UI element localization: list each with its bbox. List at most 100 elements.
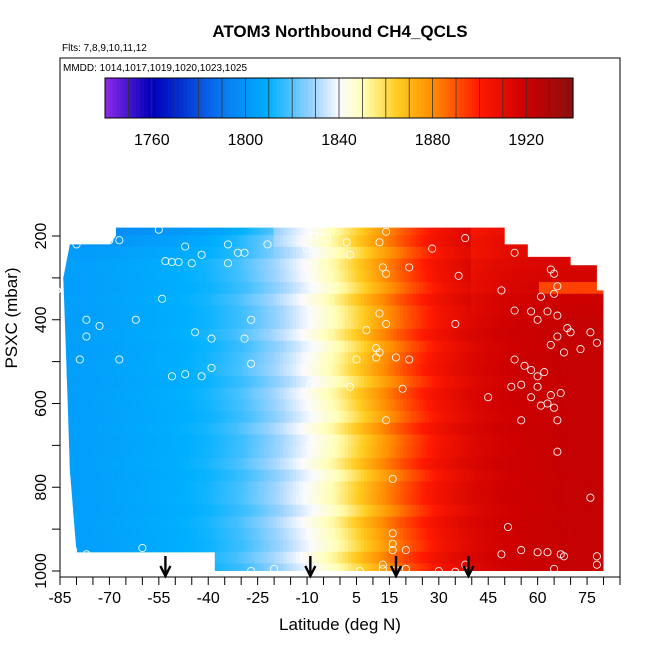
heat-cell [367,422,372,436]
heat-cell [412,246,417,260]
heat-cell [279,411,284,424]
heat-cell [118,364,123,377]
heat-cell [312,493,317,506]
heat-cell [503,305,508,318]
heat-cell [428,446,433,459]
heat-cell [212,227,216,236]
heat-cell [347,399,352,412]
heat-cell [254,528,258,541]
heat-cell [438,364,443,377]
heat-cell [331,516,336,529]
heat-cell [302,227,307,236]
heat-cell [95,540,100,553]
heat-cell [604,247,608,259]
colorbar-swatch [358,78,363,118]
heat-cell [108,227,113,236]
heat-cell [600,422,604,436]
heat-cell [451,457,456,471]
heat-cell [76,481,80,494]
heat-cell [192,246,197,260]
heat-cell [364,434,368,447]
heat-cell [176,246,181,260]
heat-cell [218,528,223,541]
heat-cell [487,293,491,307]
heat-cell [111,434,116,447]
heat-cell [302,504,307,518]
heat-cell [160,411,165,424]
heat-cell [432,493,436,506]
heat-cell [393,328,398,342]
heat-cell [98,528,103,541]
heat-cell [574,469,579,482]
heat-cell [522,457,527,471]
heat-cell [157,551,161,565]
heat-cell [302,270,307,283]
heat-cell [150,293,155,307]
heat-cell [263,352,268,365]
heat-cell [273,282,278,295]
heat-cell [267,387,271,400]
heat-cell [529,235,533,248]
heat-cell [483,446,488,459]
colorbar-swatch [105,78,110,118]
heat-cell [396,469,401,482]
heat-cell [487,493,491,506]
heat-cell [351,528,356,541]
heat-cell [551,399,556,412]
heat-cell [131,411,135,424]
heat-cell [69,387,74,400]
heat-cell [144,516,148,529]
heat-cell [163,422,168,436]
heat-cell [140,352,145,365]
heat-cell [224,375,229,389]
heat-cell [509,481,514,494]
heat-cell [584,352,589,365]
heat-cell [179,235,184,248]
heat-cell [571,516,576,529]
heat-cell [218,469,223,482]
heat-cell [529,317,533,330]
heat-cell [63,551,64,565]
heat-cell [189,481,194,494]
heat-cell [467,446,472,459]
heat-cell [157,387,161,400]
heat-cell [186,375,190,389]
chart-title: ATOM3 Northbound CH4_QCLS [212,22,467,41]
heat-cell [325,399,330,412]
heat-cell [267,293,271,307]
heat-cell [438,493,443,506]
heat-cell [325,305,330,318]
heat-cell [312,481,317,494]
heat-cell [328,504,333,518]
heat-cell [512,457,517,471]
heat-cell [270,317,275,330]
heat-cell [108,411,113,424]
heat-cell [283,457,288,471]
heat-cell [480,493,485,506]
heat-cell [509,270,514,283]
heat-cell [63,493,64,506]
heat-cell [574,364,579,377]
heat-cell [542,258,546,271]
heat-cell [564,375,569,389]
heat-cell [457,540,462,553]
heat-cell [529,434,533,447]
heat-cell [567,352,572,365]
heat-cell [322,422,326,436]
heat-cell [561,540,566,553]
heat-cell [331,504,336,518]
heat-cell [483,387,488,400]
heat-cell [127,387,132,400]
heat-cell [108,493,113,506]
heat-cell [574,422,579,436]
heat-cell [205,493,210,506]
heat-cell [66,551,71,565]
heat-cell [279,270,284,283]
heat-cell [305,493,310,506]
heat-cell [590,364,595,377]
heat-cell [380,364,385,377]
heat-cell [364,258,368,271]
heat-cell [215,282,220,295]
heat-cell [464,328,469,342]
heat-cell [302,493,307,506]
